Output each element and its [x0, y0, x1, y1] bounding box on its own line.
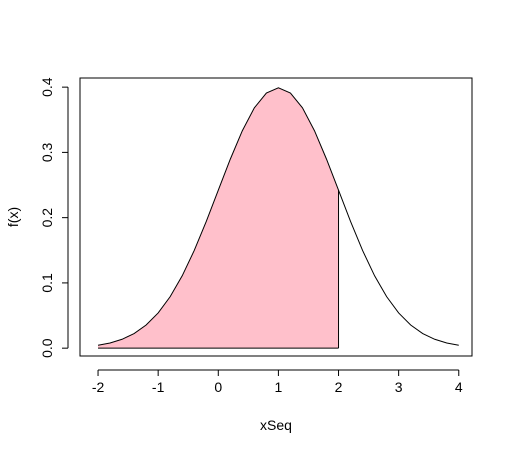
y-tick-label: 0.3 [39, 142, 55, 162]
x-tick-label: 0 [214, 379, 222, 395]
y-tick-label: 0.0 [39, 338, 55, 358]
y-tick-label: 0.2 [39, 208, 55, 228]
plot-area [97, 87, 459, 349]
y-axis: 0.0 0.1 0.2 0.3 0.4 [39, 77, 69, 358]
y-axis-title: f(x) [5, 207, 21, 227]
density-curve [97, 87, 459, 346]
x-axis-title: xSeq [260, 417, 292, 433]
x-tick-label: -2 [92, 379, 105, 395]
x-tick-label: 4 [455, 379, 463, 395]
x-tick-label: -1 [152, 379, 165, 395]
x-tick-label: 2 [335, 379, 343, 395]
plot-frame [79, 77, 473, 357]
x-tick-label: 1 [275, 379, 283, 395]
y-tick-label: 0.1 [39, 273, 55, 293]
y-tick-label: 0.4 [39, 77, 55, 97]
x-axis: -2 -1 0 1 2 3 4 [92, 369, 463, 395]
x-tick-label: 3 [395, 379, 403, 395]
shaded-area-under-curve [98, 87, 339, 349]
